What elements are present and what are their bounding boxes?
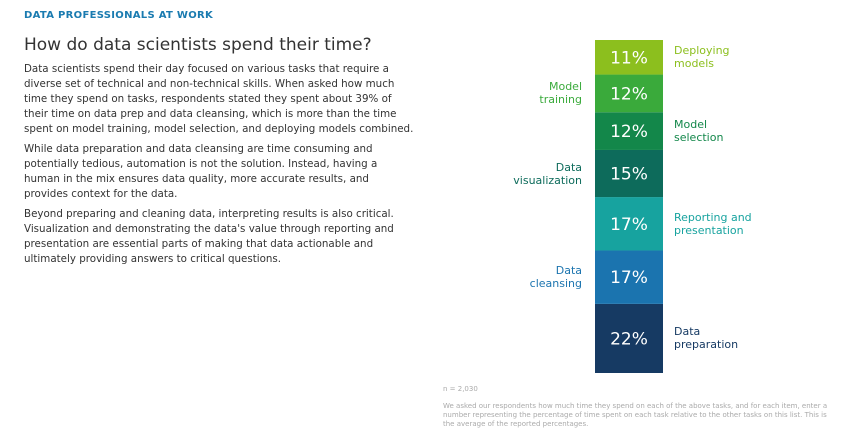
paragraph: Beyond preparing and cleaning data, inte… — [24, 208, 394, 265]
bar-segment — [595, 149, 663, 198]
value-label: 17% — [610, 215, 648, 235]
bar-segment — [595, 303, 663, 373]
value-label: 15% — [610, 165, 648, 185]
note: We asked our respondents how much time t… — [443, 402, 828, 428]
paragraph: While data preparation and data cleansin… — [24, 143, 378, 200]
category-label: Model training — [539, 80, 582, 107]
bar-segment — [595, 197, 663, 251]
category-label: Data visualization — [513, 160, 582, 187]
value-label: 17% — [610, 268, 648, 288]
bar-segment — [595, 74, 663, 113]
paragraph: Data scientists spend their day focused … — [24, 63, 414, 135]
footnote: n = 2,030 — [443, 385, 478, 393]
category-label: Data cleansing — [529, 264, 582, 291]
category-label: Deploying models — [674, 44, 730, 71]
bar-segment — [595, 250, 663, 304]
value-label: 22% — [610, 329, 648, 349]
title: How do data scientists spend their time? — [24, 35, 372, 55]
value-label: 11% — [610, 48, 648, 68]
category-label: Data preparation — [674, 325, 739, 352]
bar-segment — [595, 112, 663, 150]
bar-segment — [595, 40, 663, 75]
header: DATA PROFESSIONALS AT WORK — [24, 10, 214, 21]
category-label: Reporting and presentation — [674, 210, 752, 237]
category-label: Model selection — [674, 118, 724, 145]
value-label: 12% — [610, 122, 648, 142]
value-label: 12% — [610, 84, 648, 104]
